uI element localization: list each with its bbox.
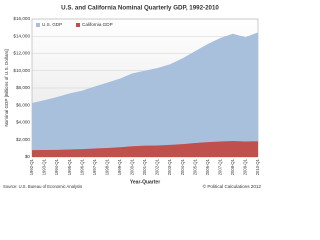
legend-label: California GDP bbox=[82, 22, 113, 27]
y-axis-label: Nominal GDP [Billions of U.S. Dollars] bbox=[4, 49, 9, 126]
area bbox=[32, 32, 258, 157]
x-tick-label: 1995-Q1 bbox=[67, 158, 72, 175]
y-tick-label: $2,000 bbox=[16, 137, 30, 142]
chart-title: U.S. and California Nominal Quarterly GD… bbox=[61, 5, 219, 12]
y-tick-label: $14,000 bbox=[13, 33, 30, 38]
legend-swatch bbox=[36, 23, 40, 27]
x-tick-label: 2000-Q1 bbox=[130, 158, 135, 175]
x-tick-label: 1993-Q1 bbox=[42, 158, 47, 175]
x-tick-label: 1992-Q1 bbox=[29, 158, 34, 175]
x-tick-label: 2009-Q1 bbox=[243, 158, 248, 175]
x-tick-label: 1997-Q1 bbox=[92, 158, 97, 175]
y-tick-label: $0 bbox=[25, 154, 31, 159]
legend-label: U.S. GDP bbox=[42, 22, 62, 27]
y-tick-label: $8,000 bbox=[16, 85, 30, 90]
x-tick-label: 1999-Q1 bbox=[117, 158, 122, 175]
credit: © Political Calculations 2012 bbox=[203, 183, 262, 189]
source: Source: U.S. Bureau of Economic Analysis bbox=[3, 184, 82, 189]
x-tick-label: 2005-Q1 bbox=[192, 158, 197, 175]
area bbox=[32, 140, 258, 157]
x-tick-label: 2010-Q1 bbox=[255, 158, 260, 175]
y-tick-label: $12,000 bbox=[13, 51, 30, 56]
x-tick-label: 2004-Q1 bbox=[180, 158, 185, 175]
x-tick-label: 1998-Q1 bbox=[104, 158, 109, 175]
y-tick-label: $4,000 bbox=[16, 120, 30, 125]
chart: U.S. and California Nominal Quarterly GD… bbox=[3, 5, 262, 190]
legend-swatch bbox=[76, 23, 80, 27]
x-tick-label: 2003-Q1 bbox=[167, 158, 172, 175]
x-tick-label: 2008-Q1 bbox=[230, 158, 235, 175]
y-tick-label: $16,000 bbox=[13, 16, 30, 21]
x-tick-label: 2006-Q1 bbox=[205, 158, 210, 175]
x-axis-label: Year-Quarter bbox=[130, 179, 160, 185]
x-tick-label: 1994-Q1 bbox=[54, 158, 59, 175]
x-tick-label: 1996-Q1 bbox=[79, 158, 84, 175]
x-tick-label: 2007-Q1 bbox=[217, 158, 222, 175]
x-tick-label: 2002-Q1 bbox=[155, 158, 160, 175]
y-tick-label: $6,000 bbox=[16, 102, 30, 107]
y-tick-label: $10,000 bbox=[13, 68, 30, 73]
x-tick-label: 2001-Q1 bbox=[142, 158, 147, 175]
